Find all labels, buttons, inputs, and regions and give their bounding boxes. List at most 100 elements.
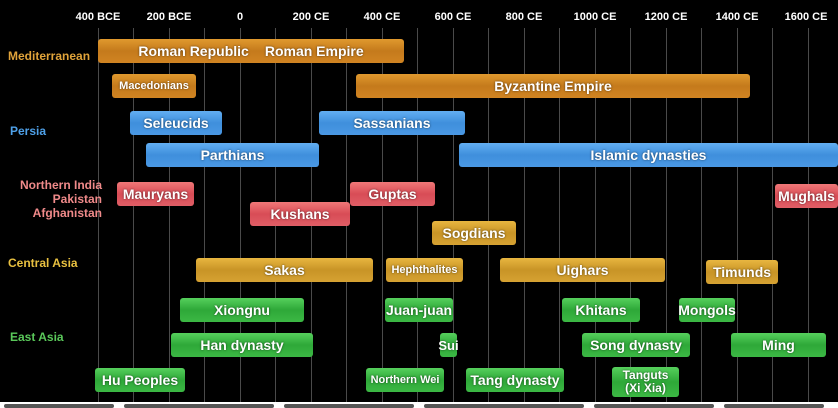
bar-label: Song dynasty (590, 336, 682, 353)
clipped-text-fragment (424, 404, 584, 408)
bar-label: Mongols (678, 301, 736, 318)
clipped-text-fragment (284, 404, 414, 408)
bar-label: Parthians (200, 146, 265, 163)
axis-tick-label: 1600 CE (784, 11, 828, 23)
bar-label-line: (Xi Xia) (625, 381, 666, 395)
bar-label: Kushans (270, 205, 330, 222)
gridline (169, 28, 170, 402)
clipped-text-fragment (4, 404, 114, 408)
axis-tick-label: 400 BCE (75, 11, 121, 23)
gridline (701, 28, 702, 402)
bar-northern-wei: Northern Wei (366, 368, 444, 392)
bar-hu-peoples: Hu Peoples (95, 368, 185, 392)
clipped-text-fragment (594, 404, 714, 408)
bar-label: Sassanians (353, 114, 431, 131)
bar-label: Han dynasty (200, 336, 284, 353)
bar-sui: Sui (438, 333, 459, 357)
bar-byzantine-empire: Byzantine Empire (356, 74, 750, 98)
bar-guptas: Guptas (350, 182, 435, 206)
bar-label: Hephthalites (391, 263, 458, 276)
bar-tang-dynasty: Tang dynasty (466, 368, 564, 392)
axis-tick-label: 0 (236, 11, 244, 23)
region-label-line: Afghanistan (32, 206, 102, 220)
region-label-persia: Persia (10, 124, 47, 138)
bar-mauryans: Mauryans (117, 182, 194, 206)
bar-label: Sogdians (442, 224, 506, 241)
bar-label: Sui (438, 337, 459, 353)
region-label-central-asia: Central Asia (8, 256, 78, 270)
gridline (453, 28, 454, 402)
bar-label: Roman Republic (138, 42, 249, 59)
bar-label: Roman Empire (264, 42, 364, 59)
gridline (772, 28, 773, 402)
axis-tick-label: 1400 CE (715, 11, 759, 23)
region-label-line: Pakistan (52, 192, 102, 206)
bar-label: Sakas (264, 261, 305, 278)
gridline (524, 28, 525, 402)
gridline (630, 28, 631, 402)
bar-label: Ming (762, 336, 795, 353)
clipped-text-fragment (724, 404, 824, 408)
bar-sakas: Sakas (196, 258, 373, 282)
gridline (666, 28, 667, 402)
bar-label: Khitans (575, 301, 627, 318)
bar-label: Mughals (778, 187, 835, 204)
bar-mongols: Mongols (678, 298, 736, 322)
gridline (133, 28, 134, 402)
bar-seleucids: Seleucids (130, 111, 222, 135)
bar-label: Hu Peoples (101, 371, 179, 388)
bar-kushans: Kushans (250, 202, 350, 226)
gridline (382, 28, 383, 402)
bar-label: Mauryans (122, 185, 189, 202)
bar-label: Guptas (368, 185, 417, 202)
bar-juan-juan: Juan-juan (385, 298, 453, 322)
axis-tick-label: 400 CE (363, 11, 401, 23)
bar-sassanians: Sassanians (319, 111, 465, 135)
axis-tick-label: 600 CE (434, 11, 472, 23)
bar-parthians: Parthians (146, 143, 319, 167)
gridline (559, 28, 560, 402)
gridline (595, 28, 596, 402)
bar-khitans: Khitans (562, 298, 640, 322)
axis-tick-label: 200 BCE (146, 11, 192, 23)
region-label-east-asia: East Asia (10, 330, 64, 344)
region-label-mediterranean: Mediterranean (8, 49, 91, 63)
bar-song-dynasty: Song dynasty (582, 333, 690, 357)
gridline (240, 28, 241, 402)
bar-mughals: Mughals (775, 184, 838, 208)
bar-timunds: Timunds (706, 260, 778, 284)
axis-tick-label: 1000 CE (573, 11, 617, 23)
gridline (98, 28, 99, 402)
bar-tanguts: Tanguts (Xi Xia) (612, 367, 679, 397)
gridline (488, 28, 489, 402)
gridline (417, 28, 418, 402)
bar-ming: Ming (731, 333, 826, 357)
bar-label: Uighars (556, 261, 609, 278)
bar-label: Timunds (712, 263, 772, 280)
bar-islamic-dynasties: Islamic dynasties (459, 143, 838, 167)
bar-label: Macedonians (119, 79, 189, 92)
bar-label: Byzantine Empire (494, 77, 612, 94)
gridline (737, 28, 738, 402)
axis-tick-label: 200 CE (292, 11, 330, 23)
bar-label-line: Tanguts (622, 368, 669, 382)
bar-label: Northern Wei (370, 373, 440, 386)
bar-label: Juan-juan (385, 301, 453, 318)
bar-label: Xiongnu (214, 301, 270, 318)
clipped-caption-strip (0, 402, 838, 408)
bar-label: Seleucids (143, 114, 209, 131)
bar-label: Tang dynasty (470, 371, 560, 388)
region-label-line: Northern India (19, 178, 102, 192)
clipped-text-fragment (124, 404, 274, 408)
gridline (808, 28, 809, 402)
bar-uighars: Uighars (500, 258, 665, 282)
bar-macedonians: Macedonians (112, 74, 196, 98)
bar-sogdians: Sogdians (432, 221, 516, 245)
gridline (204, 28, 205, 402)
axis-tick-label: 800 CE (505, 11, 543, 23)
bar-label: Islamic dynasties (590, 146, 707, 163)
bar-han-dynasty: Han dynasty (171, 333, 313, 357)
region-label-northern-india: Northern India Pakistan Afghanistan (4, 178, 102, 220)
